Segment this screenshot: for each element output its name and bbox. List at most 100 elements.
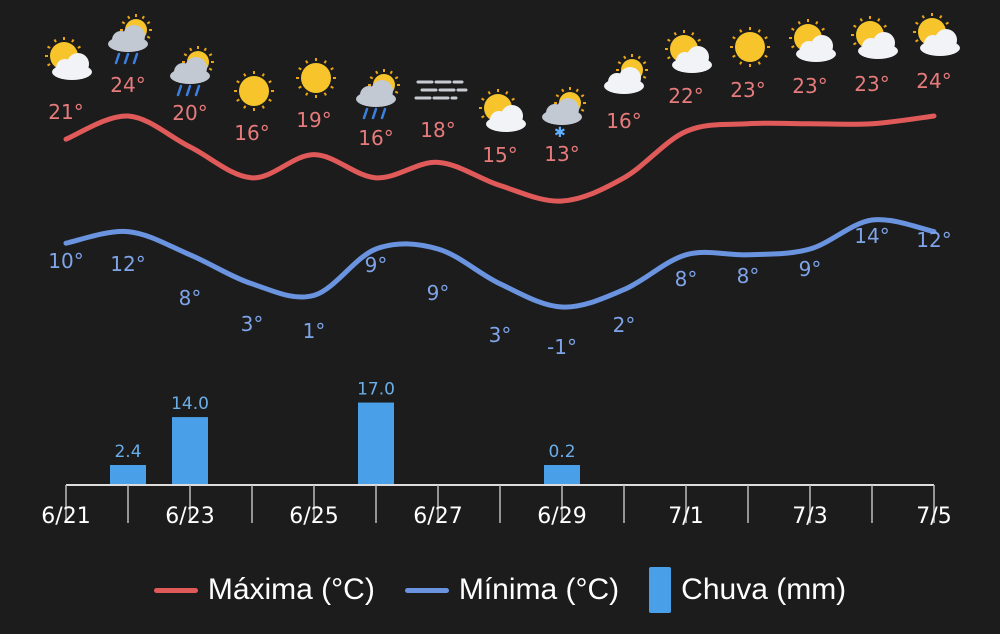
sun-ray (939, 15, 943, 19)
sun-ray (323, 92, 327, 96)
x-tick-label: 6/23 (165, 504, 214, 529)
sun-ray (305, 92, 309, 96)
sun-ray (208, 67, 213, 71)
sun-ray (330, 67, 334, 71)
sun-ray (637, 55, 641, 60)
max-temp-label: 18° (420, 118, 455, 142)
cloud-puff (371, 80, 393, 102)
sun-ray (511, 97, 515, 101)
sun-ray (298, 67, 302, 71)
sun-ray (853, 42, 857, 46)
legend-swatch-min (404, 587, 449, 593)
sun-ray (821, 27, 825, 31)
sun-ray (305, 60, 309, 64)
min-temp-line (63, 217, 937, 310)
min-temp-label: 3° (489, 323, 512, 347)
x-tick-label: 6/27 (413, 504, 462, 529)
max-temp-label: 16° (606, 109, 641, 133)
max-temp-label: 15° (482, 143, 517, 167)
rain-drop (114, 52, 121, 65)
min-temp-label: 1° (303, 319, 326, 343)
max-temp-label: 16° (234, 121, 269, 145)
cloud-puff (811, 35, 833, 57)
sun-ray (691, 32, 695, 36)
sun-ray (883, 24, 887, 28)
x-tick-label: 6/25 (289, 504, 338, 529)
sun-ray (189, 47, 193, 52)
rain-drop (371, 107, 378, 120)
sun-ray (505, 91, 509, 95)
sun-disc (239, 76, 269, 106)
rain-drop (362, 107, 369, 120)
min-temp-label: 9° (427, 281, 450, 305)
rain-value-label: 17.0 (357, 380, 395, 400)
sun-ray (877, 18, 881, 22)
sun-disc (301, 63, 331, 93)
partly-sunny-icon (913, 13, 960, 56)
sun-ray (667, 56, 671, 60)
sun-ray (146, 35, 151, 39)
max-temp-label: 20° (172, 101, 207, 125)
rain-bar (110, 465, 146, 485)
legend-label-max: Máxima (°C) (207, 573, 375, 606)
legend-label-min: Mínima (°C) (458, 573, 620, 606)
sun-ray (915, 21, 919, 25)
cloud-puff (123, 25, 145, 47)
max-temp-label: 24° (110, 73, 145, 97)
legend-swatch-max (153, 587, 198, 593)
sun-ray (236, 80, 240, 84)
sun-ray (575, 88, 579, 93)
max-temp-label: 22° (668, 84, 703, 108)
sun-ray (667, 38, 671, 42)
cloud-puff (619, 67, 641, 89)
sun-ray (203, 47, 207, 52)
sun-ray (764, 36, 768, 40)
cloud-puff (501, 105, 523, 127)
sun-icon (234, 71, 274, 111)
legend-item-rain: Chuva (mm) (649, 567, 846, 613)
min-temp-label: 14° (854, 224, 889, 248)
sun-ray (642, 75, 647, 79)
sun-ray (261, 105, 265, 109)
rain-drop (194, 84, 201, 97)
legend-swatch-rain (649, 567, 672, 613)
min-temp-label: 12° (916, 228, 951, 252)
sun-ray (555, 94, 560, 98)
min-temp-label: 9° (365, 253, 388, 277)
x-tick-label: 7/1 (668, 504, 703, 529)
temperature-lines-group (63, 113, 937, 310)
cloud-puff (687, 46, 709, 68)
sun-ray (580, 108, 585, 112)
sun-ray (127, 15, 131, 20)
rain-cloud-icon (356, 69, 400, 120)
sun-ray (243, 73, 247, 77)
sun-ray (561, 88, 565, 93)
partly-sunny-icon (479, 89, 526, 132)
max-temp-label: 24° (916, 69, 951, 93)
max-temp-label: 23° (792, 74, 827, 98)
sun-ray (791, 45, 795, 49)
weather-icons-group: ✱ (45, 13, 960, 141)
sun-ray (853, 24, 857, 28)
sun-ray (859, 18, 863, 22)
sun-ray (268, 80, 272, 84)
sun-icon (730, 27, 770, 67)
sun-ray (697, 38, 701, 42)
sun-ray (757, 29, 761, 33)
min-temp-label: 12° (110, 252, 145, 276)
max-temp-label: 21° (48, 100, 83, 124)
max-temp-label: 16° (358, 126, 393, 150)
x-tick-label: 6/21 (41, 504, 90, 529)
sun-ray (208, 53, 213, 57)
min-temp-label: 8° (675, 267, 698, 291)
rain-cloud-icon (170, 46, 214, 97)
sun-ray (481, 97, 485, 101)
sun-ray (481, 115, 485, 119)
rain-bar (544, 465, 580, 485)
sun-ray (47, 45, 51, 49)
sun-ray (921, 15, 925, 19)
sun-ray (323, 60, 327, 64)
rain-bar (172, 417, 208, 485)
max-temp-line (63, 113, 937, 204)
